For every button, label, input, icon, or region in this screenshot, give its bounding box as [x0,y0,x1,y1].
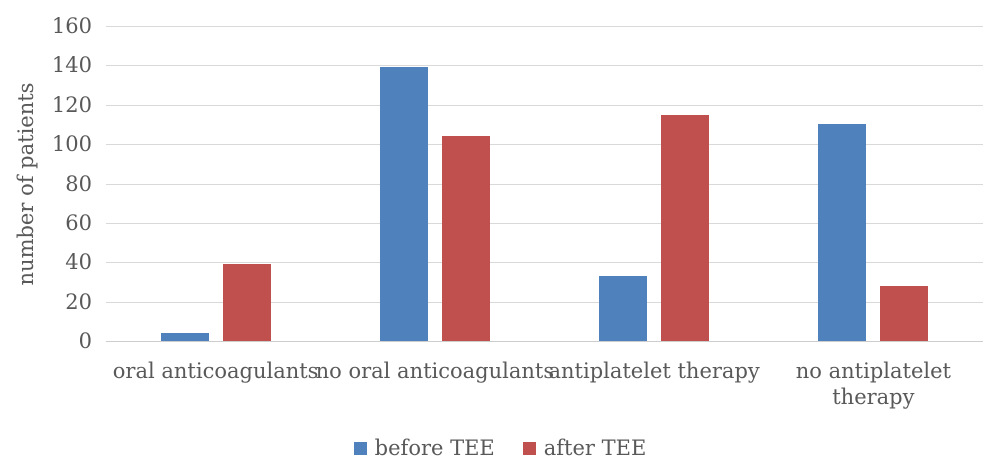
legend-label: before TEE [374,436,495,460]
legend: before TEE after TEE [0,436,1000,460]
gridline-y20 [106,301,983,303]
bar-before-TEE-group3 [599,276,648,341]
category-label: oral anticoagulants [112,359,319,383]
gridline-y80 [106,183,983,185]
gridline-y100 [106,144,983,146]
gridline-y40 [106,262,983,264]
bar-before-TEE-group2 [379,67,428,341]
gridline-y120 [106,104,983,106]
y-tick-label: 40 [65,250,92,275]
y-tick-label: 20 [65,289,92,314]
legend-item-before-TEE: before TEE [353,436,495,460]
gridline-y160 [106,26,983,27]
x-axis-labels: oral anticoagulants no oral anticoagulant… [106,358,983,418]
bar-after-TEE-group2 [441,136,490,341]
legend-swatch-icon [522,441,536,455]
gridline-y60 [106,222,983,224]
legend-item-after-TEE: after TEE [522,436,647,460]
y-tick-label: 0 [78,329,92,353]
category-label: antiplatelet therapy [548,359,760,383]
bar-after-TEE-group1 [222,264,271,341]
y-tick-label: 80 [65,171,92,196]
y-tick-label: 60 [65,210,92,235]
bar-after-TEE-group4 [880,285,929,341]
bar-before-TEE-group4 [818,124,867,341]
gridline-y140 [106,65,983,67]
y-tick-label: 100 [51,132,92,157]
bar-before-TEE-group1 [160,333,209,341]
legend-label: after TEE [543,436,647,460]
y-axis-tick-labels: 0 20 40 60 80 100 120 140 160 [0,0,92,468]
plot-area [106,26,983,342]
category-label: no antiplatelet therapy [795,359,951,409]
category-label: no oral anticoagulants [315,359,555,383]
y-tick-label: 160 [51,14,92,38]
bar-after-TEE-group3 [661,114,710,341]
legend-swatch-icon [353,441,367,455]
y-tick-label: 140 [51,53,92,78]
y-tick-label: 120 [51,92,92,117]
